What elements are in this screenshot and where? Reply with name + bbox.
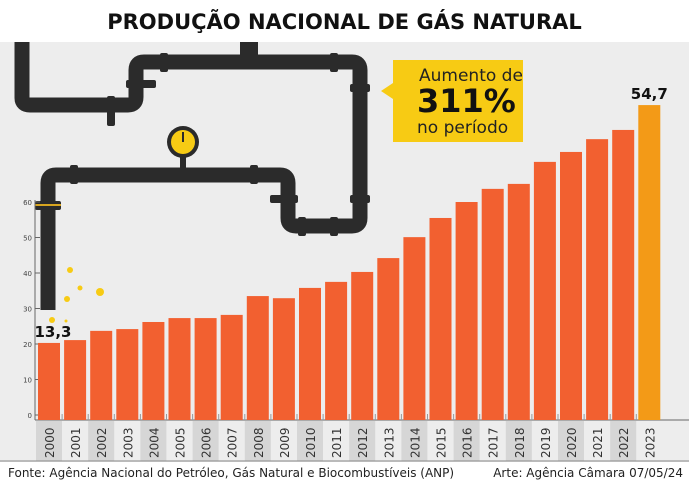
year-band xyxy=(610,421,637,461)
gas-bubbles xyxy=(49,267,104,323)
bar-2005 xyxy=(168,318,191,420)
y-tick-label: 60 xyxy=(23,199,32,207)
data-label-2000: 13,3 xyxy=(34,323,71,341)
x-tick-label: 2017 xyxy=(487,427,501,458)
pipe-flange xyxy=(298,217,306,236)
x-tick-label: 2023 xyxy=(643,427,657,458)
y-tick-label: 10 xyxy=(23,377,32,385)
y-tick-label: 50 xyxy=(23,235,32,243)
year-band xyxy=(558,421,584,461)
source-text: Fonte: Agência Nacional do Petróleo, Gás… xyxy=(8,466,455,480)
bar-2020 xyxy=(560,151,582,420)
bar-2010 xyxy=(299,287,321,420)
x-tick-label: 2016 xyxy=(461,427,475,458)
x-tick-label: 2021 xyxy=(591,427,605,458)
x-tick-label: 2013 xyxy=(382,427,396,458)
pipe xyxy=(14,0,368,310)
x-tick-label: 2012 xyxy=(356,427,370,458)
callout-line1: Aumento de xyxy=(419,66,523,86)
pipe-flange xyxy=(70,165,78,184)
x-tick-label: 2003 xyxy=(121,427,135,458)
bar-2004 xyxy=(142,321,165,420)
bar-2013 xyxy=(377,258,400,420)
bar-2008 xyxy=(246,296,269,420)
year-band xyxy=(244,421,271,461)
year-band xyxy=(453,421,480,461)
valve xyxy=(240,42,258,56)
bar-2023 xyxy=(638,105,661,421)
year-band xyxy=(505,421,532,461)
y-tick-label: 30 xyxy=(23,306,32,314)
year-band xyxy=(349,421,376,461)
credit-text: Arte: Agência Câmara 07/05/24 xyxy=(493,466,683,480)
bar-2022 xyxy=(612,129,635,420)
x-tick-label: 2000 xyxy=(43,427,57,458)
x-tick-label: 2004 xyxy=(147,427,161,458)
x-tick-label: 2008 xyxy=(252,427,266,458)
x-tick-label: 2002 xyxy=(95,427,109,458)
bar-2001 xyxy=(64,340,87,420)
year-band xyxy=(192,421,219,461)
year-band xyxy=(401,421,428,461)
bar-2011 xyxy=(325,281,348,420)
pipe-flange xyxy=(330,53,338,72)
bar-2015 xyxy=(429,217,452,420)
x-tick-label: 2018 xyxy=(513,427,527,458)
bar-2018 xyxy=(507,183,530,420)
footer: Fonte: Agência Nacional do Petróleo, Gás… xyxy=(0,462,689,487)
bar-2016 xyxy=(455,202,478,420)
bar-2006 xyxy=(194,318,217,420)
bar-2009 xyxy=(272,298,295,420)
bar-2007 xyxy=(220,314,243,420)
x-tick-label: 2006 xyxy=(200,427,214,458)
y-tick-label: 20 xyxy=(23,341,32,349)
pipe-flange xyxy=(330,217,338,236)
x-tick-label: 2001 xyxy=(69,427,83,458)
pipe-flange xyxy=(160,53,168,72)
y-tick-label: 40 xyxy=(23,270,32,278)
x-tick-label: 2005 xyxy=(174,427,188,458)
year-band xyxy=(88,421,115,461)
pressure-gauge-icon xyxy=(167,126,199,158)
year-band xyxy=(297,421,323,461)
x-tick-label: 2019 xyxy=(539,427,553,458)
y-tick-label: 0 xyxy=(28,412,32,420)
x-tick-label: 2011 xyxy=(330,427,344,458)
bar-2017 xyxy=(481,188,504,420)
chart-title: PRODUÇÃO NACIONAL DE GÁS NATURAL xyxy=(0,0,689,42)
x-tick-label: 2009 xyxy=(278,427,292,458)
pipe-flange xyxy=(350,195,370,203)
pipe-flange xyxy=(270,195,298,203)
data-label-2023: 54,7 xyxy=(631,85,668,103)
pipe-flange xyxy=(107,96,115,126)
bar-2003 xyxy=(116,329,139,420)
x-tick-label: 2010 xyxy=(304,427,318,458)
callout-line3: no período xyxy=(417,118,509,138)
bar-2021 xyxy=(586,139,609,421)
year-band xyxy=(140,421,167,461)
x-tick-label: 2014 xyxy=(408,427,422,458)
x-tick-label: 2007 xyxy=(226,427,240,458)
increase-callout: Aumento de 311% no período xyxy=(381,60,523,142)
x-tick-label: 2015 xyxy=(435,427,449,458)
bar-2012 xyxy=(351,271,374,420)
pipeline-illustration xyxy=(14,0,370,323)
x-tick-label: 2020 xyxy=(565,427,579,458)
pipe-flange xyxy=(250,165,258,184)
pipe-flange xyxy=(350,84,370,92)
year-band xyxy=(36,421,62,461)
bar-2019 xyxy=(533,161,556,420)
pipe-flange xyxy=(126,80,156,88)
bar-2014 xyxy=(403,237,426,420)
bar-2000 xyxy=(38,342,60,420)
callout-percent: 311% xyxy=(417,82,516,120)
x-tick-label: 2022 xyxy=(617,427,631,458)
bar-2002 xyxy=(90,330,113,420)
